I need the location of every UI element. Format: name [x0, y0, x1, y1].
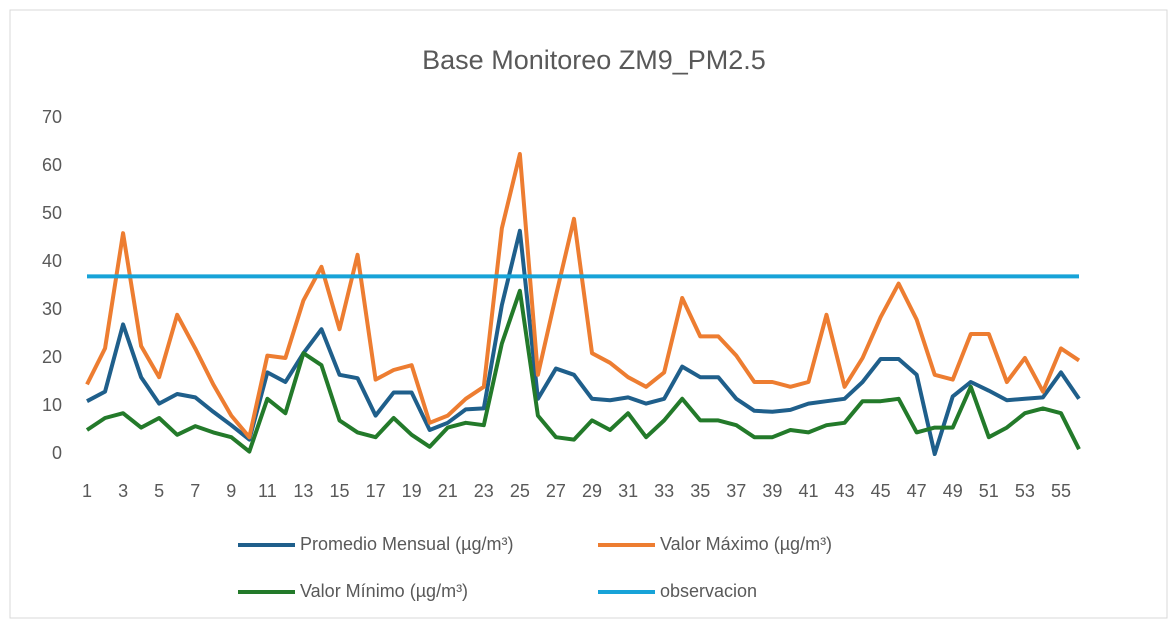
x-tick-label: 1	[82, 481, 92, 501]
y-tick-label: 40	[42, 251, 62, 271]
x-tick-label: 11	[258, 481, 277, 501]
series-line	[85, 152, 1081, 440]
x-tick-label: 35	[690, 481, 710, 501]
x-tick-label: 31	[618, 481, 638, 501]
x-tick-label: 19	[402, 481, 422, 501]
y-tick-label: 50	[42, 203, 62, 223]
y-tick-label: 0	[52, 443, 62, 463]
y-tick-label: 20	[42, 347, 62, 367]
y-tick-label: 30	[42, 299, 62, 319]
x-tick-label: 39	[762, 481, 782, 501]
legend-label: Valor Mínimo (µg/m³)	[300, 581, 468, 601]
legend-label: observacion	[660, 581, 757, 601]
x-tick-label: 3	[118, 481, 128, 501]
x-tick-label: 49	[943, 481, 963, 501]
x-tick-label: 29	[582, 481, 602, 501]
x-tick-label: 7	[190, 481, 200, 501]
x-tick-label: 45	[871, 481, 891, 501]
legend-label: Promedio Mensual (µg/m³)	[300, 534, 513, 554]
x-tick-label: 37	[726, 481, 746, 501]
legend-label: Valor Máximo (µg/m³)	[660, 534, 832, 554]
series-line	[85, 288, 1081, 454]
chart-title: Base Monitoreo ZM9_PM2.5	[422, 45, 766, 75]
x-tick-label: 41	[798, 481, 818, 501]
x-tick-label: 55	[1051, 481, 1071, 501]
x-tick-label: 43	[835, 481, 855, 501]
x-tick-label: 25	[510, 481, 530, 501]
x-tick-label: 27	[546, 481, 566, 501]
x-tick-label: 9	[226, 481, 236, 501]
x-tick-label: 17	[366, 481, 386, 501]
x-tick-label: 23	[474, 481, 494, 501]
y-tick-label: 70	[42, 107, 62, 127]
x-tick-label: 5	[154, 481, 164, 501]
y-tick-label: 60	[42, 155, 62, 175]
x-tick-label: 15	[329, 481, 349, 501]
y-tick-label: 10	[42, 395, 62, 415]
x-tick-label: 21	[438, 481, 458, 501]
x-tick-label: 13	[293, 481, 313, 501]
x-tick-label: 47	[907, 481, 927, 501]
x-tick-label: 51	[979, 481, 999, 501]
x-tick-label: 33	[654, 481, 674, 501]
x-tick-label: 53	[1015, 481, 1035, 501]
